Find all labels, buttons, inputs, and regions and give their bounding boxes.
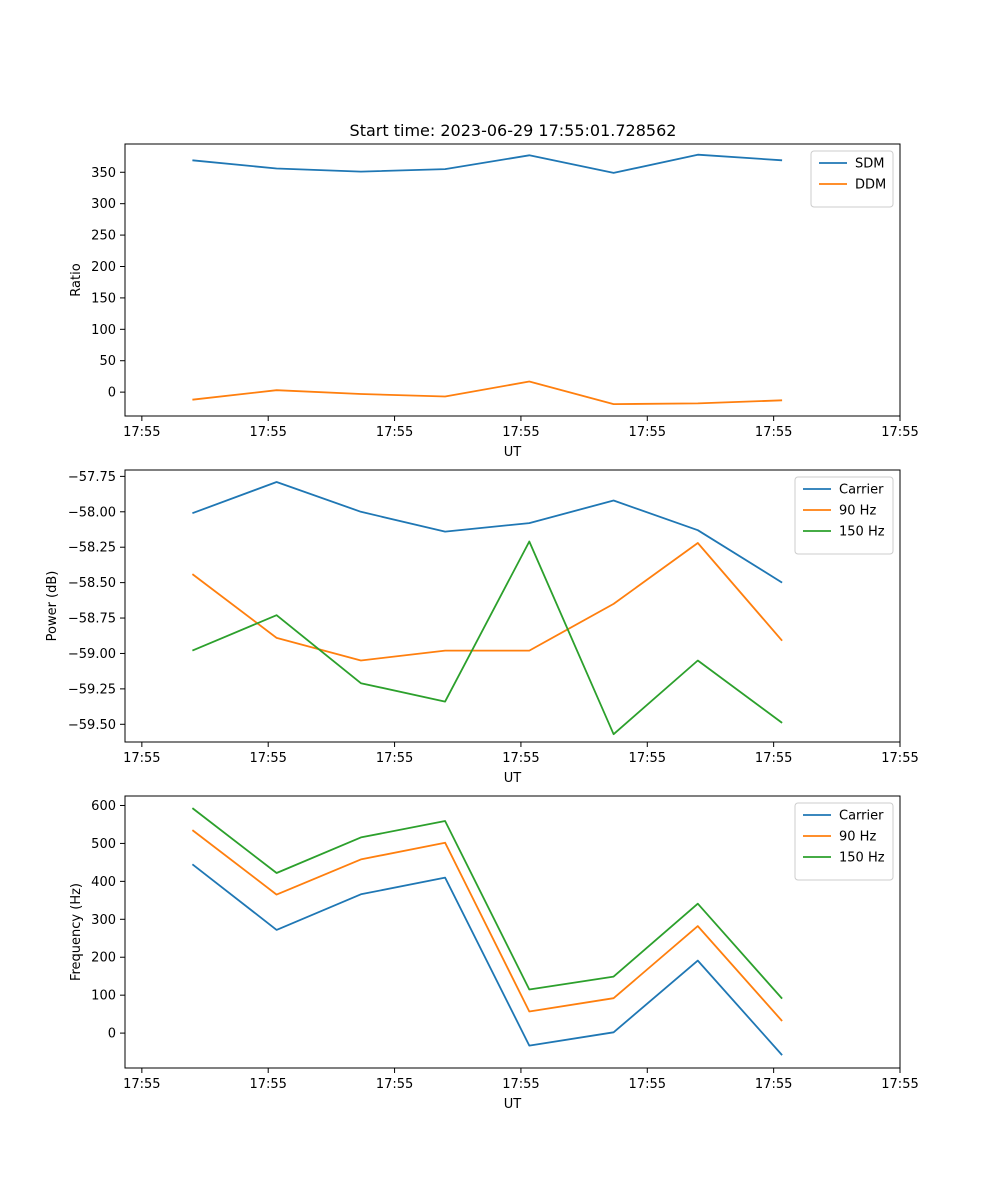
axes-frame	[124, 469, 901, 743]
series-line-carrier	[191, 863, 783, 1056]
x-tick-label: 17:55	[249, 425, 286, 440]
series-line-150-hz	[191, 807, 783, 1000]
x-tick-label: 17:55	[755, 751, 792, 766]
legend-entry: 150 Hz	[839, 525, 885, 540]
y-tick-label: 200	[91, 260, 116, 275]
y-tick-label: 200	[91, 951, 116, 966]
x-tick-label: 17:55	[123, 425, 160, 440]
series-line-ddm	[192, 380, 783, 406]
x-tick-label: 17:55	[376, 1077, 413, 1092]
axes-frame	[124, 143, 901, 417]
legend: Carrier 90 Hz 150 Hz	[794, 802, 894, 881]
series-line-carrier	[192, 481, 783, 584]
x-tick-label: 17:55	[629, 751, 666, 766]
x-axis-label: UT	[504, 771, 522, 786]
x-tick-label: 17:55	[249, 1077, 286, 1092]
x-tick-label: 17:55	[755, 1077, 792, 1092]
legend-box	[794, 802, 894, 881]
y-tick-label: 100	[91, 323, 116, 338]
y-tick-label: 0	[108, 1027, 116, 1042]
legend-box	[794, 476, 894, 555]
x-axis-label: UT	[504, 445, 522, 460]
legend-entry: 90 Hz	[839, 830, 876, 845]
axes-frame	[124, 795, 901, 1069]
y-axis-label: Power (dB)	[45, 571, 60, 642]
x-tick-label: 17:55	[502, 1077, 539, 1092]
subplot-1: 17:55 17:55 17:55 17:55 17:55 17:55 17:55 0 50 10…	[69, 143, 919, 460]
x-tick-label: 17:55	[755, 425, 792, 440]
subplot-2: 17:55 17:55 17:55 17:55 17:55 17:55 17:55 −59.5…	[45, 469, 919, 786]
series-line-90-hz	[191, 829, 783, 1022]
y-tick-label: 300	[91, 913, 116, 928]
y-tick-label: 250	[91, 229, 116, 244]
x-axis-label: UT	[504, 1097, 522, 1112]
x-tick-label: 17:55	[629, 1077, 666, 1092]
subplot-panels: 17:55 17:55 17:55 17:55 17:55 17:55 17:55 0 50 10…	[45, 143, 919, 1112]
y-tick-label: −57.75	[68, 470, 116, 485]
y-tick-label: 400	[91, 875, 116, 890]
x-tick-label: 17:55	[376, 751, 413, 766]
legend-entry: Carrier	[839, 809, 884, 824]
subplot-3: 17:55 17:55 17:55 17:55 17:55 17:55 17:55 0 100 2…	[69, 795, 919, 1112]
y-tick-label: 600	[91, 799, 116, 814]
y-tick-label: −58.75	[68, 612, 116, 627]
legend-box	[810, 150, 894, 208]
y-tick-label: −59.25	[68, 682, 116, 697]
x-tick-label: 17:55	[629, 425, 666, 440]
y-tick-label: −59.50	[68, 718, 116, 733]
figure-title: Start time: 2023-06-29 17:55:01.728562	[350, 121, 677, 140]
x-tick-label: 17:55	[881, 425, 918, 440]
legend: Carrier 90 Hz 150 Hz	[794, 476, 894, 555]
series-line-150-hz	[192, 540, 783, 736]
y-tick-label: −58.50	[68, 576, 116, 591]
y-tick-label: 100	[91, 989, 116, 1004]
x-tick-label: 17:55	[123, 1077, 160, 1092]
x-tick-label: 17:55	[123, 751, 160, 766]
series-line-90-hz	[191, 542, 783, 662]
y-tick-label: 150	[91, 291, 116, 306]
legend-entry: DDM	[855, 178, 886, 193]
y-tick-label: 300	[91, 197, 116, 212]
x-tick-label: 17:55	[376, 425, 413, 440]
x-tick-label: 17:55	[881, 1077, 918, 1092]
y-tick-label: 500	[91, 837, 116, 852]
y-tick-label: 50	[99, 354, 116, 369]
y-tick-label: −58.00	[68, 505, 116, 520]
y-tick-label: 350	[91, 166, 116, 181]
y-tick-label: 0	[108, 386, 116, 401]
legend-entry: SDM	[855, 157, 884, 172]
y-axis-label: Ratio	[69, 263, 84, 296]
legend-entry: 90 Hz	[839, 504, 876, 519]
x-tick-label: 17:55	[881, 751, 918, 766]
y-tick-label: −59.00	[68, 647, 116, 662]
y-tick-label: −58.25	[68, 541, 116, 556]
x-tick-label: 17:55	[249, 751, 286, 766]
x-tick-label: 17:55	[502, 425, 539, 440]
y-axis-label: Frequency (Hz)	[69, 883, 84, 981]
x-tick-label: 17:55	[502, 751, 539, 766]
legend-entry: 150 Hz	[839, 851, 885, 866]
series-line-sdm	[192, 153, 783, 174]
legend-entry: Carrier	[839, 483, 884, 498]
legend: SDM DDM	[810, 150, 894, 208]
